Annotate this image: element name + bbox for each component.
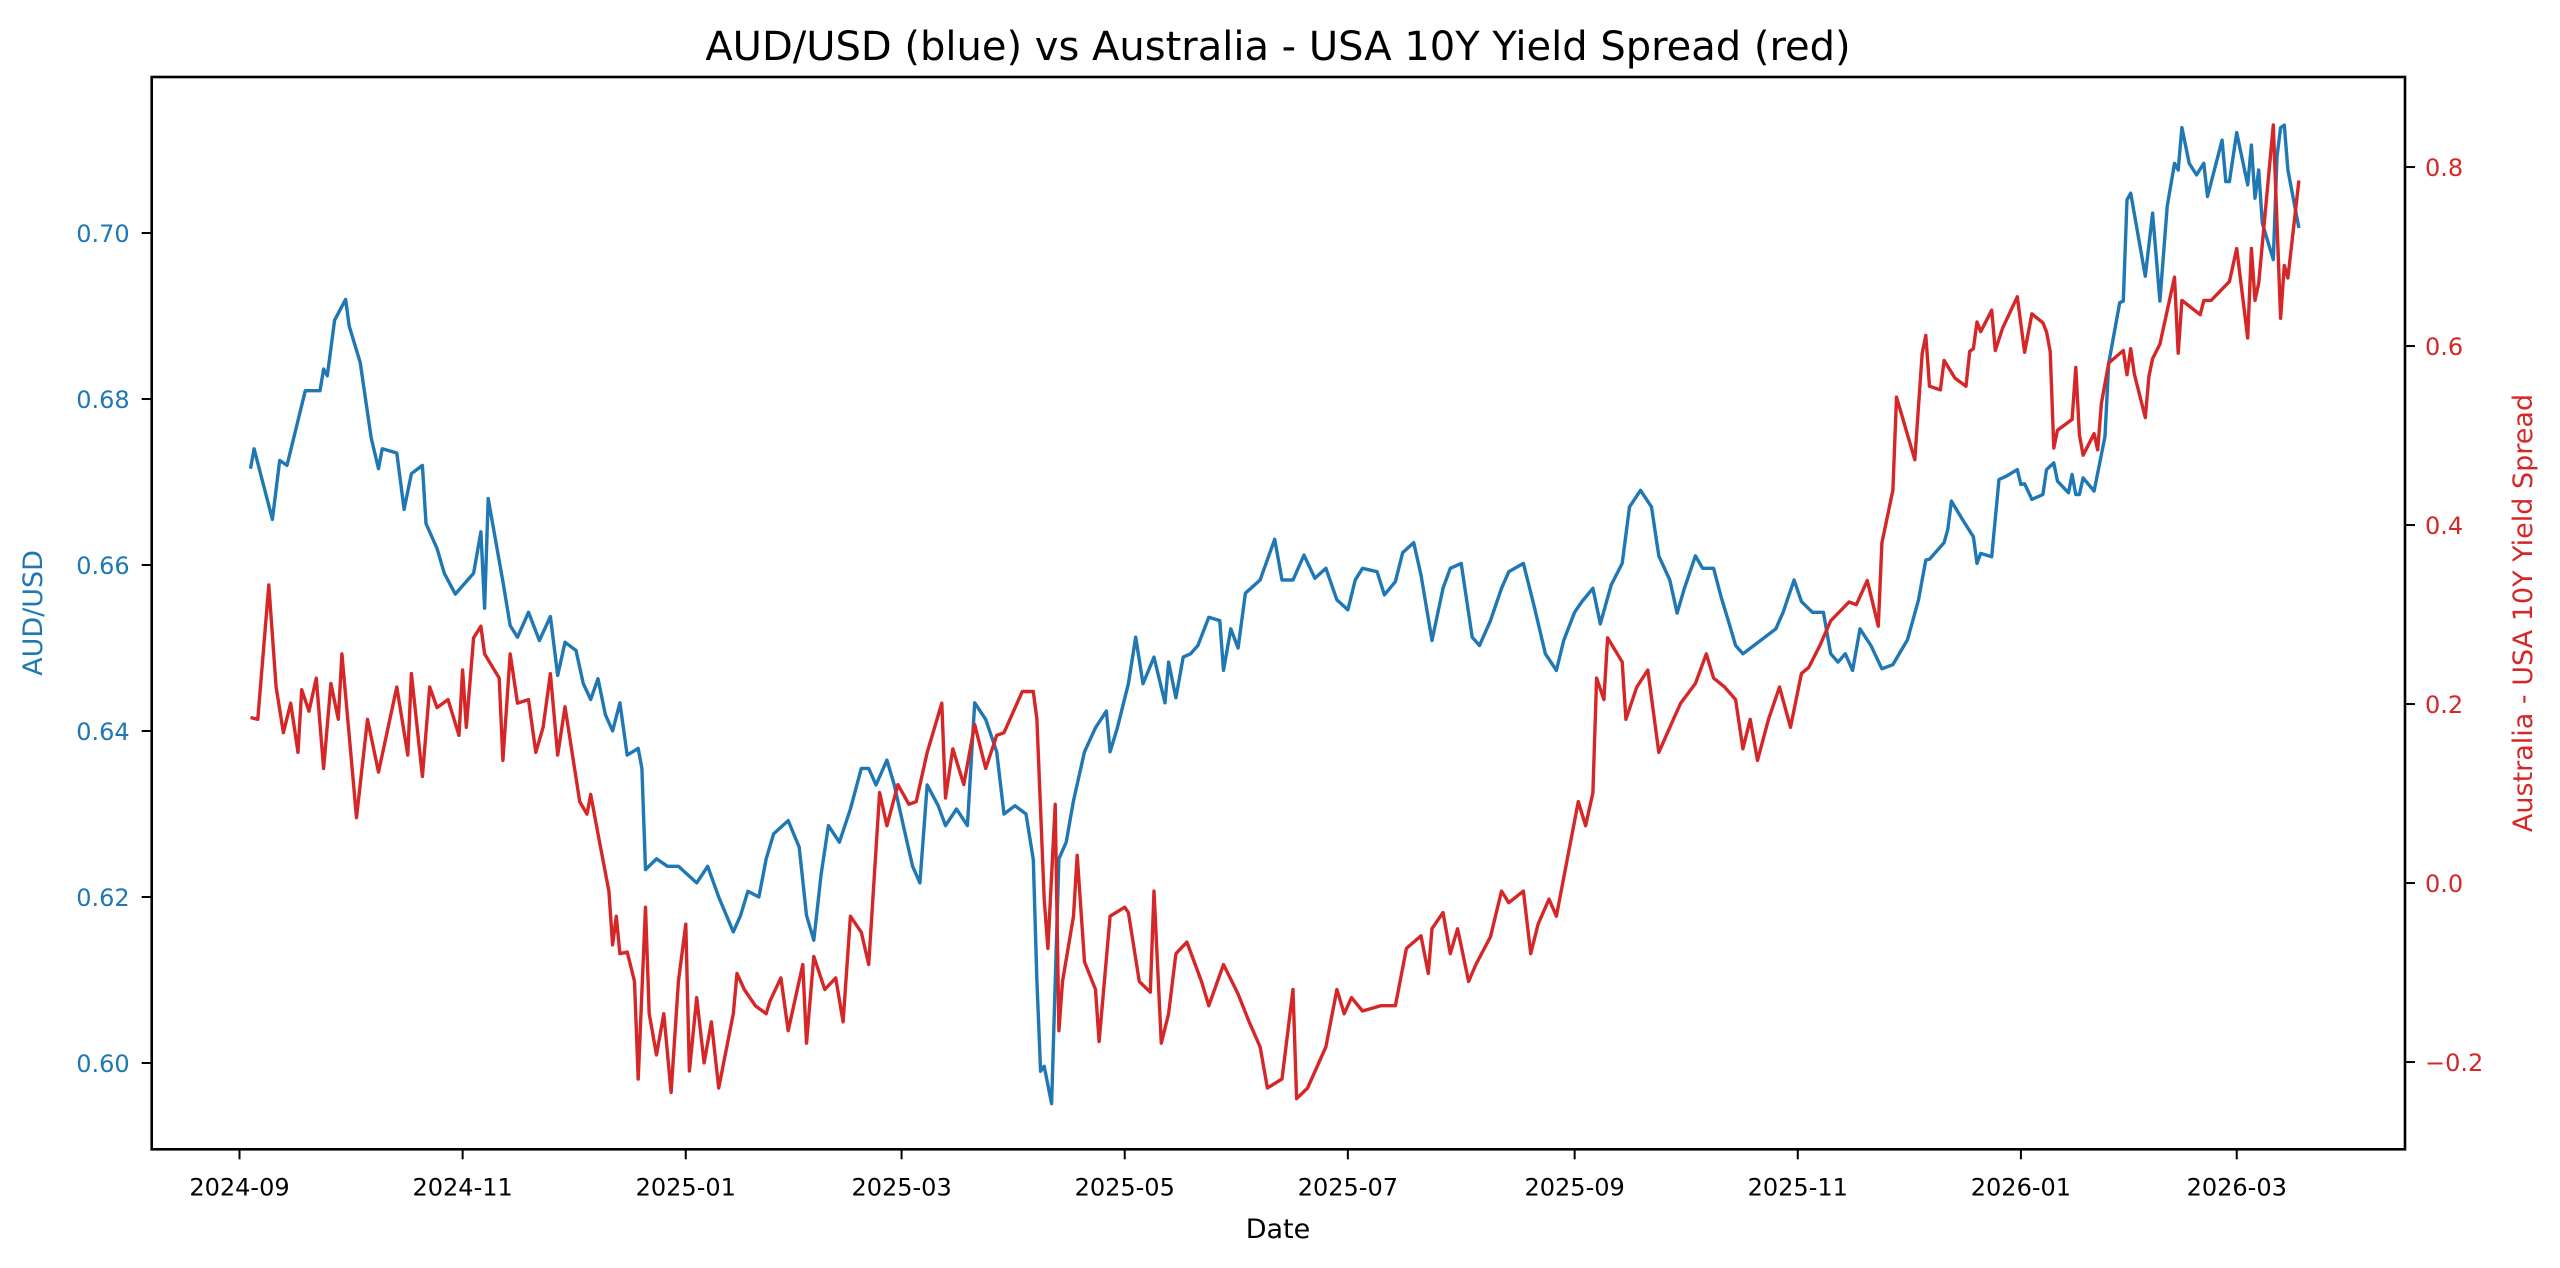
x-tick-label: 2025-05: [1075, 1173, 1175, 1201]
left-y-tick-label: 0.62: [76, 884, 129, 912]
x-tick-label: 2025-01: [636, 1173, 736, 1201]
x-tick-label: 2025-09: [1525, 1173, 1625, 1201]
left-y-tick-label: 0.64: [76, 718, 129, 746]
left-y-axis-label: AUD/USD: [18, 550, 49, 676]
x-tick-label: 2026-03: [2187, 1173, 2287, 1201]
x-tick-label: 2025-07: [1298, 1173, 1398, 1201]
left-y-tick-label: 0.66: [76, 552, 129, 580]
left-y-tick-label: 0.70: [76, 220, 129, 248]
right-y-tick-label: 0.0: [2425, 870, 2463, 898]
right-y-axis: −0.2 0.0 0.2 0.4 0.6 0.8: [2405, 154, 2483, 1077]
aud-usd-line: [248, 123, 2301, 1106]
x-tick-label: 2024-11: [412, 1173, 512, 1201]
x-axis-label: Date: [1246, 1214, 1311, 1245]
right-y-tick-label: 0.4: [2425, 512, 2463, 540]
right-y-tick-label: 0.6: [2425, 333, 2463, 361]
chart-title: AUD/USD (blue) vs Australia - USA 10Y Yi…: [705, 24, 1850, 70]
right-y-tick-label: 0.2: [2425, 691, 2463, 719]
x-tick-label: 2025-11: [1748, 1173, 1848, 1201]
right-y-tick-label: 0.8: [2425, 154, 2463, 182]
left-y-tick-label: 0.68: [76, 386, 129, 414]
left-y-axis: 0.60 0.62 0.64 0.66 0.68 0.70: [76, 220, 152, 1078]
x-tick-label: 2025-03: [851, 1173, 951, 1201]
x-axis: 2024-09 2024-11 2025-01 2025-03 2025-05 2025-…: [189, 1149, 2287, 1201]
right-y-tick-label: −0.2: [2425, 1049, 2483, 1077]
plot-frame: [150, 75, 2407, 1151]
left-y-tick-label: 0.60: [76, 1050, 129, 1078]
x-tick-label: 2024-09: [189, 1173, 289, 1201]
yield-spread-line: [250, 123, 2301, 1101]
x-tick-label: 2026-01: [1971, 1173, 2071, 1201]
right-y-axis-label: Australia - USA 10Y Yield Spread: [2508, 394, 2539, 832]
series-layer: [248, 123, 2301, 1106]
